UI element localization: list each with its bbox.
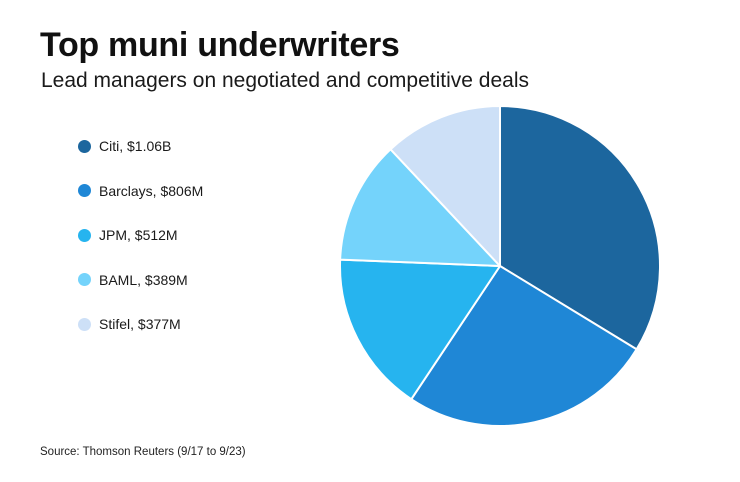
legend-item-jpm: JPM, $512M — [78, 213, 203, 258]
legend-label-baml: BAML, $389M — [99, 271, 188, 288]
chart-legend: Citi, $1.06B Barclays, $806M JPM, $512M … — [78, 124, 203, 347]
legend-item-citi: Citi, $1.06B — [78, 124, 203, 169]
legend-item-barclays: Barclays, $806M — [78, 169, 203, 214]
chart-subtitle: Lead managers on negotiated and competit… — [41, 69, 530, 92]
pie-chart — [339, 105, 661, 427]
legend-swatch-jpm — [78, 228, 91, 242]
pie-slice-baml — [339, 148, 501, 267]
legend-label-jpm: JPM, $512M — [99, 227, 178, 244]
source-note: Source: Thomson Reuters (9/17 to 9/23) — [40, 446, 246, 458]
legend-label-barclays: Barclays, $806M — [99, 182, 204, 199]
legend-swatch-baml — [78, 273, 91, 287]
legend-swatch-stifel — [78, 317, 91, 331]
pie-slice-jpm — [339, 258, 501, 401]
legend-swatch-barclays — [78, 184, 91, 198]
legend-label-citi: Citi, $1.06B — [99, 138, 172, 155]
pie-slice-barclays — [410, 265, 638, 427]
legend-label-stifel: Stifel, $377M — [99, 316, 181, 333]
pie-slice-stifel — [389, 105, 501, 267]
legend-item-stifel: Stifel, $377M — [78, 302, 203, 347]
legend-swatch-citi — [78, 139, 91, 153]
chart-title: Top muni underwriters — [40, 26, 400, 64]
legend-item-baml: BAML, $389M — [78, 258, 203, 303]
pie-slice-citi — [499, 105, 661, 351]
